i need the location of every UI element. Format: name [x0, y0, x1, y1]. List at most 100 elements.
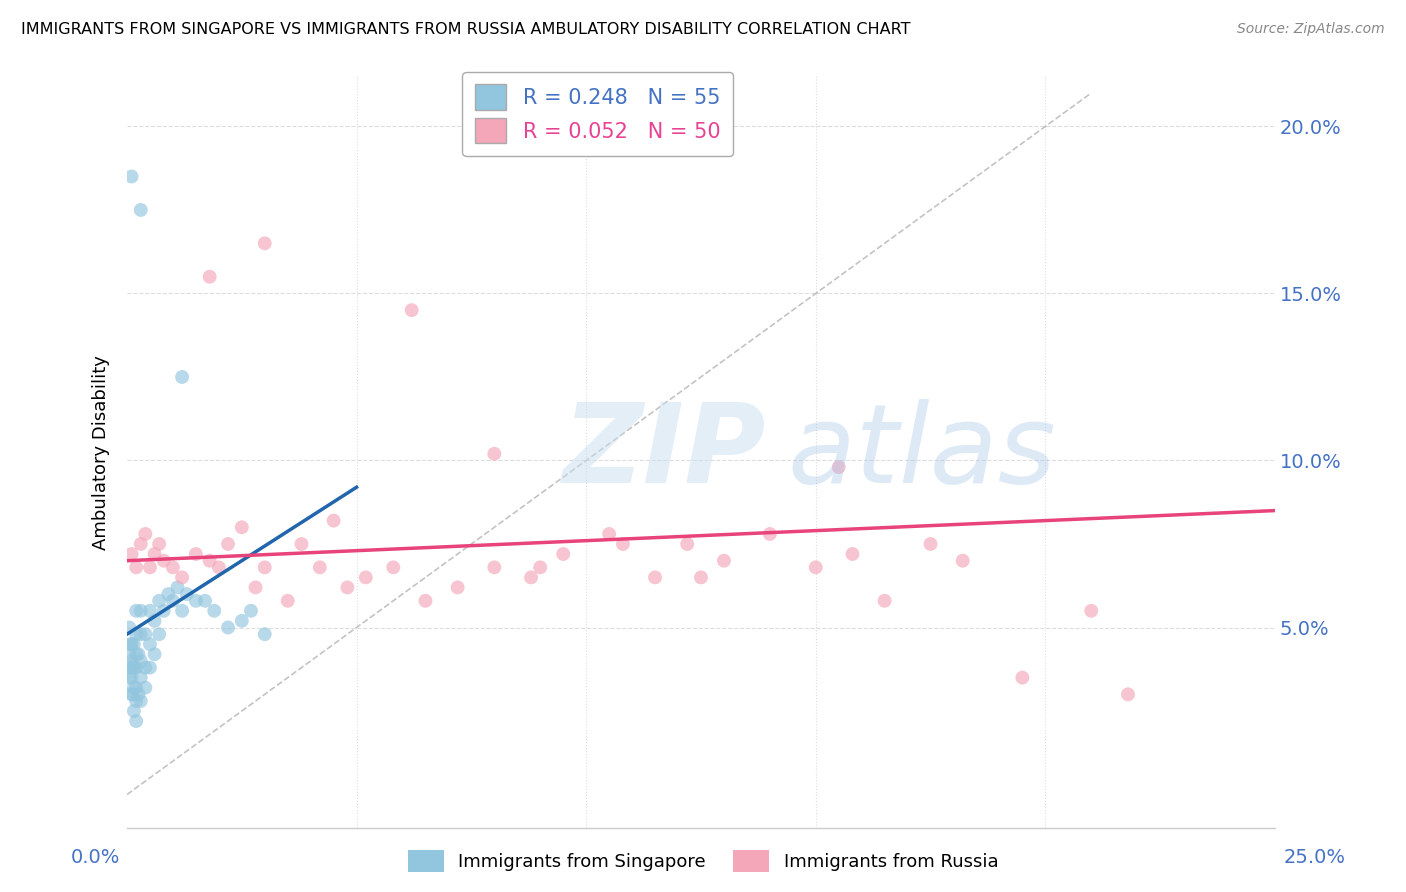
Point — [713, 554, 735, 568]
Point — [231, 614, 253, 628]
Point — [240, 604, 263, 618]
Point — [290, 537, 312, 551]
Point — [129, 671, 152, 685]
Point — [129, 537, 152, 551]
Point — [828, 460, 851, 475]
Point — [184, 547, 207, 561]
Point — [553, 547, 575, 561]
Point — [804, 560, 827, 574]
Point — [172, 604, 194, 618]
Point — [172, 570, 194, 584]
Point — [1011, 671, 1033, 685]
Point — [121, 660, 143, 674]
Point — [253, 236, 276, 251]
Text: 25.0%: 25.0% — [1284, 848, 1346, 867]
Point — [143, 647, 166, 661]
Point — [125, 660, 148, 674]
Point — [129, 627, 152, 641]
Point — [644, 570, 666, 584]
Point — [184, 594, 207, 608]
Point — [217, 537, 239, 551]
Point — [308, 560, 330, 574]
Point — [129, 604, 152, 618]
Point — [139, 560, 162, 574]
Point — [121, 687, 143, 701]
Point — [598, 527, 620, 541]
Point — [125, 681, 148, 695]
Point — [118, 647, 141, 661]
Point — [382, 560, 405, 574]
Point — [143, 547, 166, 561]
Point — [125, 647, 148, 661]
Point — [401, 303, 423, 318]
Point — [125, 714, 148, 728]
Point — [125, 694, 148, 708]
Point — [245, 581, 267, 595]
Point — [446, 581, 468, 595]
Point — [194, 594, 217, 608]
Point — [148, 594, 170, 608]
Point — [122, 704, 145, 718]
Point — [231, 520, 253, 534]
Point — [176, 587, 198, 601]
Point — [217, 620, 239, 634]
Point — [152, 604, 174, 618]
Point — [920, 537, 942, 551]
Text: atlas: atlas — [787, 399, 1056, 506]
Point — [166, 581, 188, 595]
Legend: R = 0.248   N = 55, R = 0.052   N = 50: R = 0.248 N = 55, R = 0.052 N = 50 — [463, 71, 733, 156]
Point — [354, 570, 377, 584]
Point — [134, 660, 156, 674]
Point — [125, 604, 148, 618]
Point — [841, 547, 863, 561]
Point — [952, 554, 974, 568]
Text: ZIP: ZIP — [564, 399, 766, 506]
Point — [122, 660, 145, 674]
Text: 0.0%: 0.0% — [70, 848, 121, 867]
Point — [129, 694, 152, 708]
Point — [157, 587, 180, 601]
Point — [529, 560, 551, 574]
Point — [120, 660, 142, 674]
Point — [122, 681, 145, 695]
Point — [1080, 604, 1102, 618]
Point — [759, 527, 782, 541]
Point — [520, 570, 543, 584]
Point — [202, 604, 225, 618]
Point — [198, 269, 221, 284]
Text: Source: ZipAtlas.com: Source: ZipAtlas.com — [1237, 22, 1385, 37]
Y-axis label: Ambulatory Disability: Ambulatory Disability — [93, 355, 110, 549]
Point — [1116, 687, 1139, 701]
Point — [253, 560, 276, 574]
Point — [198, 554, 221, 568]
Point — [121, 547, 143, 561]
Point — [125, 560, 148, 574]
Point — [208, 560, 231, 574]
Point — [690, 570, 713, 584]
Point — [873, 594, 896, 608]
Point — [118, 620, 141, 634]
Point — [134, 681, 156, 695]
Legend: Immigrants from Singapore, Immigrants from Russia: Immigrants from Singapore, Immigrants fr… — [401, 843, 1005, 880]
Point — [129, 654, 152, 668]
Point — [127, 687, 149, 701]
Point — [121, 637, 143, 651]
Point — [253, 627, 276, 641]
Point — [612, 537, 634, 551]
Point — [125, 627, 148, 641]
Point — [139, 637, 162, 651]
Point — [121, 687, 143, 701]
Point — [148, 627, 170, 641]
Point — [676, 537, 699, 551]
Point — [277, 594, 299, 608]
Point — [484, 560, 506, 574]
Point — [139, 660, 162, 674]
Point — [336, 581, 359, 595]
Point — [152, 554, 174, 568]
Point — [121, 169, 143, 184]
Point — [172, 370, 194, 384]
Point — [121, 654, 143, 668]
Point — [121, 671, 143, 685]
Point — [122, 637, 145, 651]
Point — [148, 537, 170, 551]
